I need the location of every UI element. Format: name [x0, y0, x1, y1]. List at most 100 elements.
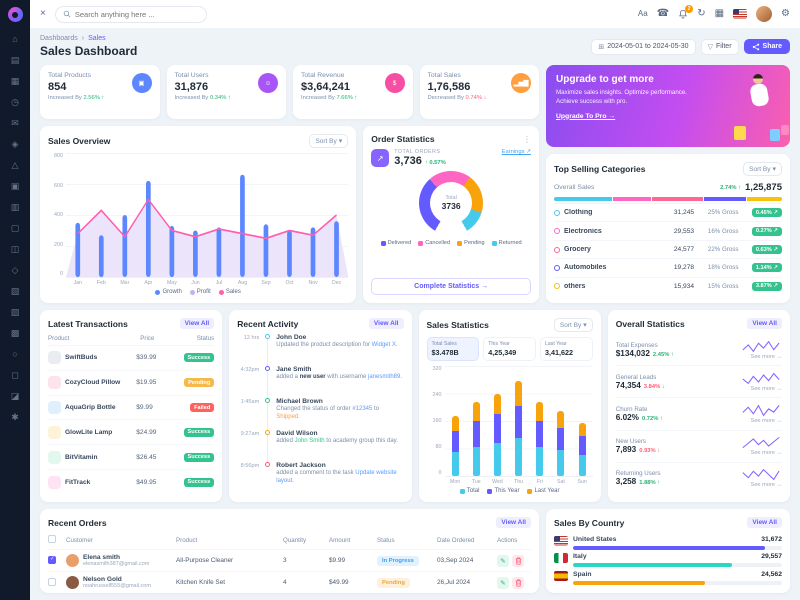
- kpi-percent: 2.56%: [83, 95, 100, 101]
- stat-chip[interactable]: Last Year 3,41,622: [540, 337, 593, 361]
- menu-toggle-icon[interactable]: ×: [40, 8, 46, 19]
- call-icon[interactable]: ☎: [656, 8, 670, 19]
- top-selling-sort-dropdown[interactable]: Sort By ▾: [743, 162, 782, 176]
- legend-item: This Year: [487, 488, 519, 494]
- date-range-value: 2024-05-01 to 2024-05-30: [607, 43, 689, 50]
- sidebar-icon-notes[interactable]: ▥: [10, 202, 20, 212]
- sidebar-icon-cart[interactable]: ▧: [10, 286, 20, 296]
- delete-button[interactable]: [512, 554, 524, 567]
- sidebar-icon-home[interactable]: ⌂: [12, 34, 18, 44]
- sidebar-icon-mail[interactable]: ✉: [11, 118, 19, 128]
- activity-link[interactable]: Update website layout.: [276, 470, 397, 485]
- see-more-link[interactable]: See more →: [750, 482, 782, 489]
- earnings-link[interactable]: Earnings ↗: [501, 149, 531, 155]
- filter-button[interactable]: ▽ Filter: [700, 38, 739, 55]
- status-badge: Success: [183, 427, 215, 437]
- settings-gear-icon[interactable]: ⚙: [781, 8, 790, 19]
- notification-badge: 2: [685, 5, 694, 13]
- see-more-link[interactable]: See more →: [750, 385, 782, 392]
- upgrade-cta-link[interactable]: Upgrade To Pro →: [556, 112, 616, 120]
- sales-overview-plot-svg: [66, 174, 349, 277]
- view-all-button[interactable]: View All: [496, 517, 531, 528]
- product-thumbnail: [48, 401, 61, 415]
- kpi-trend-arrow: ↑: [101, 95, 105, 101]
- transaction-row[interactable]: SwiftBuds $39.99 Success: [48, 346, 215, 371]
- stat-chip[interactable]: This Year 4,25,349: [483, 337, 536, 361]
- view-all-button[interactable]: View All: [368, 318, 404, 329]
- date-range-picker[interactable]: ⊞ 2024-05-01 to 2024-05-30: [591, 38, 696, 55]
- sales-overview-sort-dropdown[interactable]: Sort By ▾: [309, 134, 349, 148]
- activity-link[interactable]: Widget X: [371, 342, 396, 348]
- sidebar-icon-lock[interactable]: ◈: [11, 139, 19, 149]
- order-status-badge: In Progress: [377, 555, 419, 566]
- language-icon[interactable]: Aa: [637, 9, 648, 18]
- legend-item: Returned: [491, 240, 522, 246]
- view-all-button[interactable]: View All: [179, 318, 215, 329]
- sidebar-icon-shield[interactable]: ◇: [11, 265, 19, 275]
- stat-chip[interactable]: Total Sales $3.478B: [426, 337, 480, 361]
- apps-grid-icon[interactable]: ▦: [714, 8, 725, 19]
- sidebar-icon-table[interactable]: ◻: [11, 370, 19, 380]
- view-all-button[interactable]: View All: [747, 517, 782, 528]
- breadcrumb-sales[interactable]: Sales: [88, 35, 106, 42]
- notifications-bell-icon[interactable]: 2: [678, 5, 694, 19]
- edit-button[interactable]: ✎: [497, 554, 509, 567]
- refresh-icon[interactable]: ↻: [697, 8, 706, 19]
- sidebar-icon-file[interactable]: ▢: [10, 223, 20, 233]
- sidebar-icon-apps[interactable]: ▦: [10, 76, 20, 86]
- row-checkbox[interactable]: [48, 555, 56, 564]
- search-box[interactable]: [54, 5, 207, 23]
- activity-item: 8:56pm Robert Jackson added a comment to t…: [240, 462, 397, 485]
- sidebar-icon-settings[interactable]: ✱: [11, 412, 19, 422]
- legend-item: Profit: [189, 289, 211, 295]
- language-flag-us[interactable]: [733, 9, 748, 19]
- kebab-menu-icon[interactable]: ⋮: [523, 134, 531, 144]
- row-checkbox[interactable]: [48, 577, 56, 586]
- legend-item: Total: [459, 488, 479, 494]
- transaction-row[interactable]: BitVitamin $26.45 Success: [48, 445, 215, 471]
- category-share-bar: [554, 197, 782, 201]
- sidebar-icon-inbox[interactable]: ▨: [10, 307, 20, 317]
- activity-link[interactable]: #12345: [352, 406, 373, 412]
- order-status-badge: Pending: [377, 577, 410, 588]
- country-progress-bar: [573, 546, 782, 550]
- edit-button[interactable]: ✎: [497, 576, 509, 589]
- card-title: Top Selling Categories: [554, 164, 646, 174]
- delete-button[interactable]: [512, 576, 524, 589]
- activity-item: 9:27am David Wilson added John Smith to ac…: [237, 430, 403, 462]
- sidebar-icon-user[interactable]: ○: [12, 349, 18, 359]
- category-row[interactable]: others 15,934 15% Gross 3.87% ↗: [554, 276, 782, 295]
- see-more-link[interactable]: See more →: [750, 353, 782, 360]
- transaction-row[interactable]: CozyCloud Pillow $19.95 Pending: [48, 371, 215, 396]
- legend-item: Pending: [457, 240, 485, 246]
- view-all-button[interactable]: View All: [747, 318, 782, 329]
- app-logo[interactable]: [7, 7, 23, 22]
- select-all-checkbox[interactable]: [48, 535, 56, 543]
- sidebar-icon-alert[interactable]: △: [11, 160, 19, 170]
- sidebar-icon-archive[interactable]: ▩: [10, 328, 20, 338]
- user-avatar[interactable]: [756, 6, 773, 22]
- order-row[interactable]: Nelson Gold noahrussell555@gmail.com Kitc…: [48, 572, 531, 593]
- sales-statistics-sort-dropdown[interactable]: Sort By ▾: [553, 318, 593, 332]
- category-row[interactable]: Clothing 31,245 25% Gross 0.45% ↗: [554, 203, 782, 221]
- complete-statistics-button[interactable]: Complete Statistics →: [371, 278, 531, 295]
- sidebar-icon-copy[interactable]: ◫: [10, 244, 20, 254]
- sidebar-icon-dashboard[interactable]: ▤: [10, 55, 20, 65]
- breadcrumb-dashboards[interactable]: Dashboards: [40, 35, 78, 42]
- transaction-row[interactable]: GlowLite Lamp $24.99 Success: [48, 420, 215, 446]
- see-more-link[interactable]: See more →: [750, 418, 782, 424]
- sidebar-icon-chart[interactable]: ◪: [10, 391, 20, 401]
- sidebar-icon-clock[interactable]: ◷: [11, 97, 19, 107]
- sidebar-icon-package[interactable]: ▣: [10, 181, 20, 191]
- transaction-row[interactable]: FitTrack $49.95 Success: [48, 470, 215, 494]
- share-button[interactable]: Share: [743, 39, 790, 54]
- see-more-link[interactable]: See more →: [750, 450, 782, 457]
- category-row[interactable]: Automobiles 19,278 18% Gross 1.14% ↗: [554, 258, 782, 276]
- search-input[interactable]: [74, 9, 199, 19]
- category-row[interactable]: Grocery 24,577 22% Gross 0.63% ↗: [554, 239, 782, 258]
- category-row[interactable]: Electronics 29,553 16% Gross 0.27% ↗: [554, 221, 782, 239]
- transaction-row[interactable]: AquaGrip Bottle $9.99 Failed: [48, 396, 215, 421]
- kpi-value: 854: [48, 81, 67, 93]
- activity-link[interactable]: janesmith89: [367, 374, 401, 380]
